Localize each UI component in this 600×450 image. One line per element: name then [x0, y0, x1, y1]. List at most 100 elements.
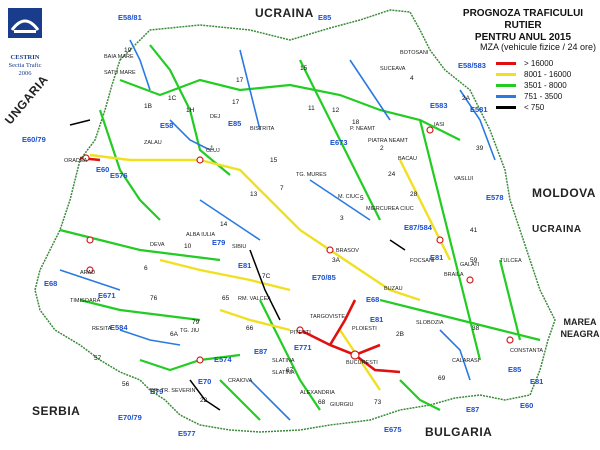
road-number-label: 41 — [470, 227, 478, 234]
legend-item: < 750 — [496, 102, 600, 113]
euro-route-label: E577 — [178, 429, 196, 438]
label-ukraina-north: UCRAINA — [255, 6, 314, 20]
city-label: BACAU — [398, 156, 417, 162]
euro-route-label: E574 — [214, 355, 232, 364]
road-number-label: 59 — [470, 257, 478, 264]
road-number-label: 73 — [374, 399, 382, 406]
city-label: SATU MARE — [104, 70, 136, 76]
city-label: ALEXANDRIA — [300, 390, 335, 396]
city-label: BISTRITA — [250, 126, 275, 132]
city-label: SIBIU — [232, 244, 246, 250]
euro-route-label: E87/584 — [404, 223, 433, 232]
euro-route-label: E584 — [110, 323, 128, 332]
city-label: SLOBOZIA — [416, 320, 444, 326]
city-label: FOCSANI — [410, 258, 435, 264]
city-label: MIERCUREA CIUC — [366, 206, 414, 212]
city-label: BUCURESTI — [346, 360, 378, 366]
city-label: TG. MURES — [296, 172, 327, 178]
road-number-label: 56 — [122, 381, 130, 388]
legend-item: 8001 - 16000 — [496, 69, 600, 80]
road-number-label: 12 — [332, 107, 340, 114]
city-label: ZALAU — [144, 140, 162, 146]
euro-route-label: E673 — [330, 138, 348, 147]
euro-route-label: E771 — [294, 343, 312, 352]
road-number-label: 22 — [200, 397, 208, 404]
city-label: CONSTANTA — [510, 348, 543, 354]
city-label: DR. TR. SEVERIN — [150, 388, 195, 394]
city-label: P. NEAMT — [350, 126, 376, 132]
roads-blue — [59, 39, 496, 421]
city-label: BOTOSANI — [400, 50, 429, 56]
label-black-sea: MAREA NEAGRA — [560, 316, 600, 340]
legend-item: > 16000 — [496, 58, 600, 69]
city-label: PLOIESTI — [352, 326, 377, 332]
road-number-label: 15 — [300, 65, 308, 72]
road-number-label: 11 — [308, 105, 315, 112]
title-line2: PENTRU ANUL 2015 — [474, 32, 572, 43]
sea-line2: NEAGRA — [560, 329, 600, 339]
city-label: PITESTI — [290, 330, 311, 336]
logo-line2: 2006 — [18, 70, 32, 77]
city-label: M. CIUC — [338, 194, 359, 200]
road-number-label: 79 — [192, 319, 200, 326]
road-number-label: 7 — [280, 185, 284, 192]
euro-route-label: E583 — [430, 101, 448, 110]
road-number-label: 15 — [270, 157, 278, 164]
road-number-label: 6 — [144, 265, 148, 272]
romania-border — [34, 9, 556, 433]
legend-item: 3501 - 8000 — [496, 80, 600, 91]
legend-item: 751 - 3500 — [496, 91, 600, 102]
road-number-label: 18 — [352, 119, 360, 126]
map-subtitle: MZA (vehicule fizice / 24 ore) — [480, 42, 597, 52]
road-number-label: 6A — [170, 331, 179, 338]
euro-route-label: E60/79 — [22, 135, 46, 144]
label-serbia: SERBIA — [32, 404, 81, 418]
euro-route-label: E578 — [486, 193, 504, 202]
euro-route-label: E671 — [98, 291, 116, 300]
road-number-label: 2A — [462, 95, 471, 102]
road-number-label: 5 — [360, 195, 364, 202]
city-label: ARAD — [80, 270, 95, 276]
city-label: SUCEAVA — [380, 66, 406, 72]
road-number-label: 1C — [168, 95, 177, 102]
city-label: IASI — [434, 122, 445, 128]
road-number-label: 65 — [222, 295, 230, 302]
road-number-label: 17 — [232, 99, 240, 106]
city-label: DEVA — [150, 242, 165, 248]
road-number-label: 1H — [186, 107, 195, 114]
euro-route-label: E60 — [520, 401, 533, 410]
city-label: BUZAU — [384, 286, 403, 292]
city-label: SLATINA — [272, 358, 295, 364]
road-number-label: 14 — [220, 221, 228, 228]
city-labels: BAIA MARE SATU MARE ORADEA CLUJ DEJ BISTRITA S… — [64, 50, 543, 408]
city-label: BRASOV — [336, 248, 359, 254]
euro-route-label: E58/583 — [458, 61, 486, 70]
logo-caption: CESTRIN Sectia Trafic 2006 — [4, 54, 46, 78]
legend-label: > 16000 — [524, 59, 554, 68]
city-label: RM. VALCEA — [238, 296, 271, 302]
euro-route-label: E58 — [160, 121, 173, 130]
euro-route-label: E68 — [44, 279, 57, 288]
city-label: ORADEA — [64, 158, 88, 164]
legend-label: < 750 — [524, 103, 545, 112]
road-number-label: 67 — [286, 367, 294, 374]
legend-swatch — [496, 62, 516, 65]
city-label: TULCEA — [500, 258, 522, 264]
city-label: BRAILA — [444, 272, 464, 278]
road-number-label: 2B — [396, 331, 404, 338]
road-number-label: 3A — [332, 257, 341, 264]
euro-route-label: E70/85 — [312, 273, 336, 282]
city-label: TG. JIU — [180, 328, 199, 334]
euro-route-label: E576 — [110, 171, 128, 180]
city-label: DEJ — [210, 114, 221, 120]
label-ukraina-east: UCRAINA — [532, 224, 582, 235]
euro-route-label: E81 — [238, 261, 251, 270]
legend-swatch — [496, 106, 516, 109]
roads-green — [59, 44, 541, 421]
euro-route-label: E70 — [198, 377, 211, 386]
euro-route-label: E58/81 — [118, 13, 142, 22]
city-label: VASLUI — [454, 176, 474, 182]
logo-name: CESTRIN — [10, 54, 40, 61]
legend-label: 751 - 3500 — [524, 92, 563, 101]
